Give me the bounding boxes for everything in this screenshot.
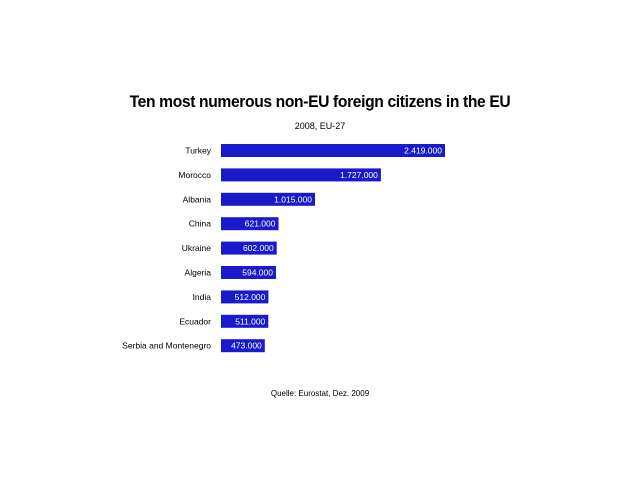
chart-title: Ten most numerous non-EU foreign citizen… xyxy=(129,92,511,111)
category-label: Ukraine xyxy=(182,243,212,253)
value-label: 1.015.000 xyxy=(274,194,312,204)
bar xyxy=(221,314,269,328)
chart-source: Quelle: Eurostat, Dez. 2009 xyxy=(270,389,370,398)
bar xyxy=(221,241,277,255)
bar xyxy=(221,168,381,182)
bar xyxy=(221,192,315,206)
value-label: 621.000 xyxy=(245,219,276,229)
value-label: 473.000 xyxy=(231,341,262,351)
category-label: Albania xyxy=(183,194,212,204)
bar xyxy=(221,290,269,304)
value-label: 594.000 xyxy=(242,268,273,278)
bar xyxy=(221,339,265,353)
category-label: China xyxy=(189,219,211,229)
bar xyxy=(221,144,445,157)
category-label: India xyxy=(193,292,212,302)
bars-layer: Turkey 2.419.000 Morocco 1.727.000 Albania 1.… xyxy=(122,144,445,353)
bar xyxy=(221,217,279,231)
value-label: 602.000 xyxy=(243,243,274,253)
category-label: Ecuador xyxy=(179,316,211,326)
value-label: 512.000 xyxy=(235,292,266,302)
category-label: Turkey xyxy=(185,146,211,156)
bar xyxy=(221,266,276,279)
chart-subtitle: 2008, EU-27 xyxy=(294,121,346,131)
value-label: 1.727.000 xyxy=(340,170,378,180)
category-label: Algeria xyxy=(185,268,212,278)
value-label: 2.419.000 xyxy=(404,146,442,156)
category-label: Serbia and Montenegro xyxy=(122,341,211,351)
value-label: 511.000 xyxy=(235,316,265,326)
category-label: Morocco xyxy=(178,170,211,180)
